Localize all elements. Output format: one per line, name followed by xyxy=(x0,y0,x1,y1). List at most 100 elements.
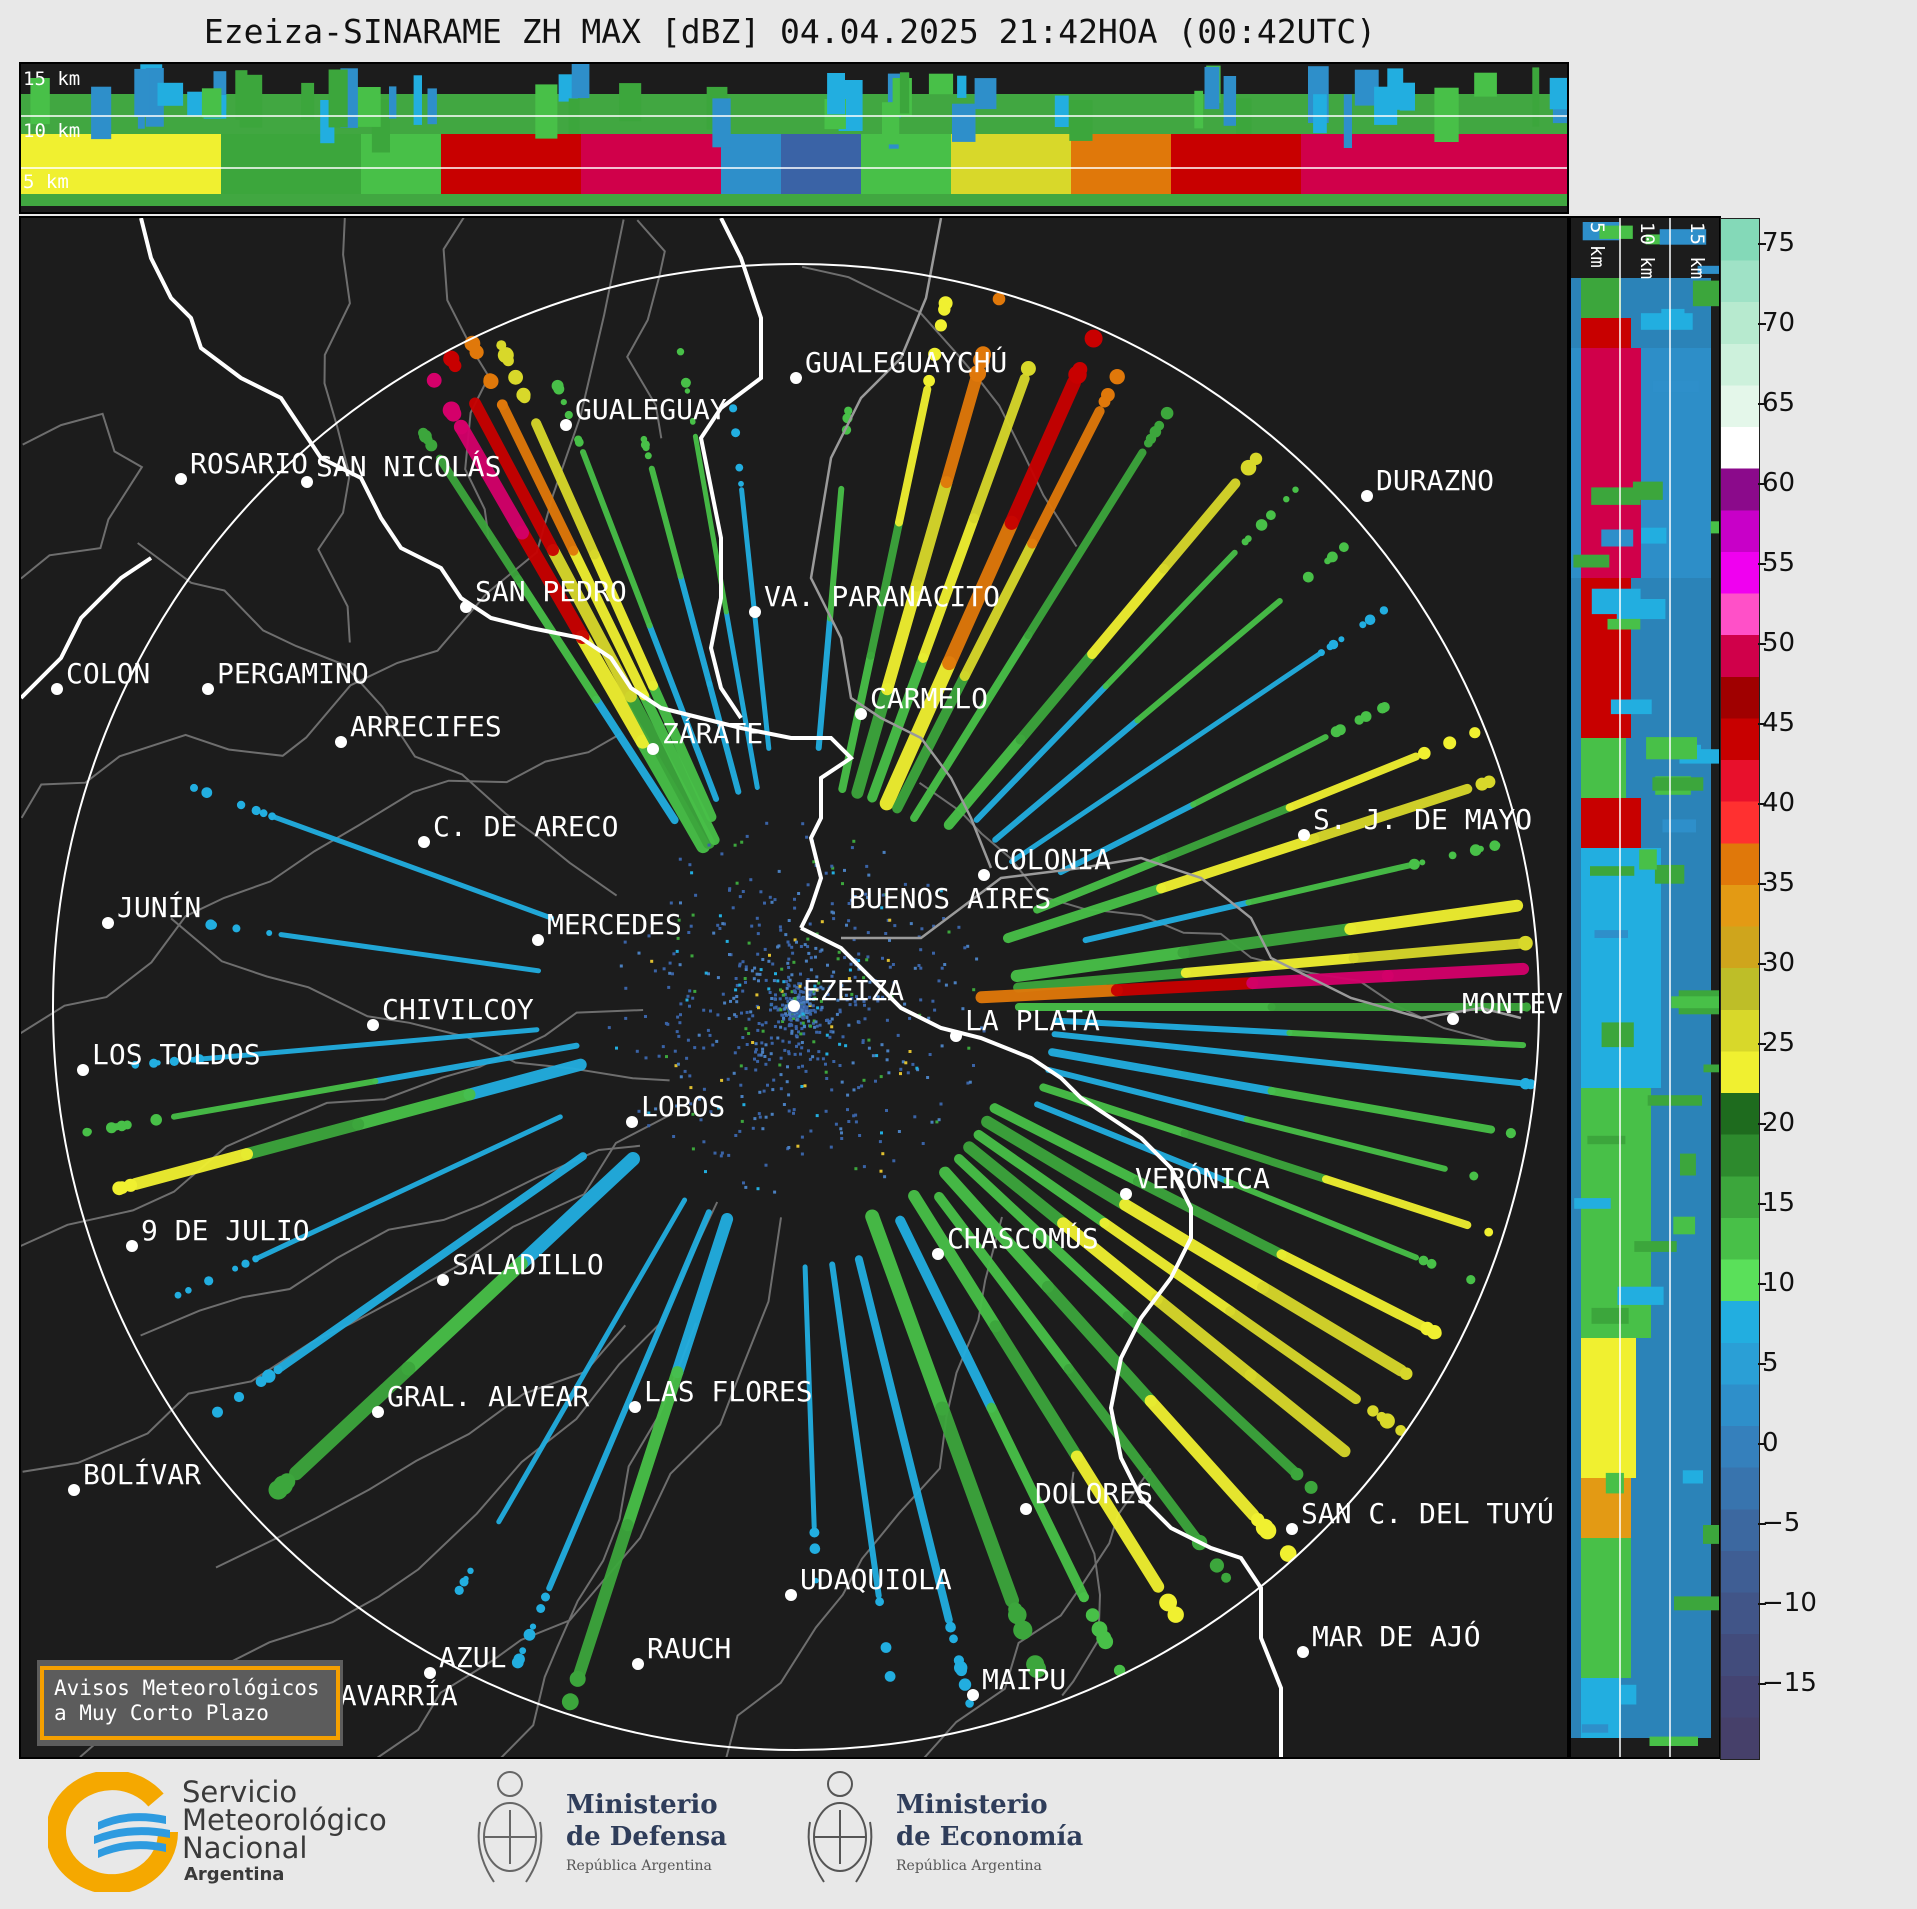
clutter-pixel xyxy=(866,896,869,900)
clutter-pixel xyxy=(847,1120,851,1123)
colorbar-tick-mark xyxy=(1758,323,1766,325)
clutter-pixel xyxy=(735,995,739,998)
clutter-pixel xyxy=(926,1076,930,1079)
echo-speck xyxy=(1484,1227,1494,1237)
city-dot xyxy=(77,1064,89,1076)
province-boundary xyxy=(137,542,618,897)
city-dot xyxy=(790,372,802,384)
radar-map-panel[interactable]: ROSARIO GUALEGUAYCHÚ GUALEGUAY SAN NICOLÁS D… xyxy=(19,216,1569,1759)
clutter-pixel xyxy=(840,984,844,987)
colorbar-tick-mark xyxy=(1758,883,1766,885)
clutter-pixel xyxy=(772,979,776,983)
clutter-pixel xyxy=(745,834,749,838)
clutter-pixel xyxy=(668,971,672,975)
clutter-pixel xyxy=(861,1041,865,1044)
city-dot xyxy=(126,1240,138,1252)
clutter-pixel xyxy=(808,1024,812,1028)
clutter-pixel xyxy=(783,992,787,996)
colorbar-tick-mark xyxy=(1758,1603,1766,1605)
clutter-pixel xyxy=(802,1032,806,1036)
clutter-pixel xyxy=(719,1154,723,1158)
clutter-pixel xyxy=(647,934,651,938)
top-profile-core xyxy=(861,134,951,194)
top-profile-cell xyxy=(427,88,437,125)
echo-speck xyxy=(149,1058,159,1068)
clutter-pixel xyxy=(917,964,921,967)
city-label: LAS FLORES xyxy=(644,1375,813,1408)
echo-speck xyxy=(1443,736,1457,750)
clutter-pixel xyxy=(785,986,789,990)
clutter-pixel xyxy=(794,1015,798,1019)
echo-speck xyxy=(809,1527,820,1538)
colorbar-tick-label: 30 xyxy=(1762,948,1796,978)
clutter-pixel xyxy=(853,926,857,930)
province-boundary xyxy=(21,219,625,819)
echo-speck xyxy=(232,924,241,933)
clutter-pixel xyxy=(793,984,797,988)
clutter-pixel xyxy=(676,1015,680,1019)
echo-speck xyxy=(252,1255,260,1263)
clutter-pixel xyxy=(796,1144,800,1148)
echo-ray-segment xyxy=(992,717,1141,843)
clutter-pixel xyxy=(688,863,692,867)
city-label: GUALEGUAY xyxy=(575,393,727,426)
echo-ray-segment xyxy=(989,1103,1143,1187)
clutter-pixel xyxy=(657,1054,661,1058)
province-boundary xyxy=(215,1324,627,1569)
province-boundary xyxy=(21,1009,644,1247)
clutter-pixel xyxy=(783,1027,787,1031)
echo-ray-segment xyxy=(352,1088,476,1131)
echo-ray-segment xyxy=(546,1209,712,1592)
clutter-pixel xyxy=(785,1080,789,1084)
clutter-pixel xyxy=(744,1067,748,1071)
clutter-pixel xyxy=(742,1181,745,1185)
clutter-pixel xyxy=(741,1036,745,1039)
top-profile-core xyxy=(1071,134,1171,194)
echo-ray-segment xyxy=(723,609,760,790)
clutter-pixel xyxy=(804,1005,808,1009)
clutter-pixel xyxy=(790,1031,794,1035)
echo-ray-segment xyxy=(1015,649,1098,745)
echo-speck xyxy=(1367,1405,1379,1417)
colorbar-tick-label: 60 xyxy=(1762,468,1796,498)
clutter-pixel xyxy=(880,1131,883,1135)
city-marker: PERGAMINO xyxy=(202,657,369,695)
coast-parana xyxy=(139,218,855,929)
clutter-pixel xyxy=(678,1021,682,1025)
top-profile-cell xyxy=(1354,69,1379,106)
clutter-pixel xyxy=(679,1002,683,1006)
clutter-pixel xyxy=(847,1023,851,1027)
clutter-pixel xyxy=(818,1030,822,1034)
colorbar-tick-mark xyxy=(1758,643,1766,645)
clutter-pixel xyxy=(754,1048,758,1052)
echo-speck xyxy=(190,783,198,792)
echo-ray-segment xyxy=(1027,406,1105,549)
echo-ray-segment xyxy=(1009,651,1323,865)
echo-speck xyxy=(232,1265,239,1272)
clutter-pixel xyxy=(729,999,732,1003)
side-profile-cell xyxy=(1601,1022,1634,1048)
city-label: BUENOS AIRES xyxy=(849,882,1051,915)
echo-ray-segment xyxy=(575,630,650,749)
echo-speck xyxy=(731,428,741,438)
clutter-pixel xyxy=(839,1127,843,1131)
top-profile-cell xyxy=(827,73,845,115)
clutter-pixel xyxy=(789,1018,793,1022)
echo-ray-segment xyxy=(943,734,1026,830)
echo-ray-segment xyxy=(1048,1048,1276,1095)
clutter-pixel xyxy=(879,1075,883,1079)
clutter-pixel xyxy=(762,1089,766,1093)
clutter-pixel xyxy=(779,1056,783,1060)
clutter-pixel xyxy=(793,938,797,942)
city-label: MAIPU xyxy=(982,1663,1066,1696)
avisos-link[interactable]: Avisos Meteorológicos a Muy Corto Plazo xyxy=(40,1666,340,1740)
clutter-pixel xyxy=(745,1010,749,1014)
echo-speck xyxy=(1255,519,1268,531)
clutter-pixel xyxy=(803,943,807,947)
clutter-pixel xyxy=(798,1012,802,1016)
side-profile-cell xyxy=(1626,931,1659,943)
top-profile-core xyxy=(1301,134,1567,194)
echo-speck xyxy=(1160,406,1174,420)
clutter-pixel xyxy=(865,958,869,962)
clutter-pixel xyxy=(720,852,724,856)
